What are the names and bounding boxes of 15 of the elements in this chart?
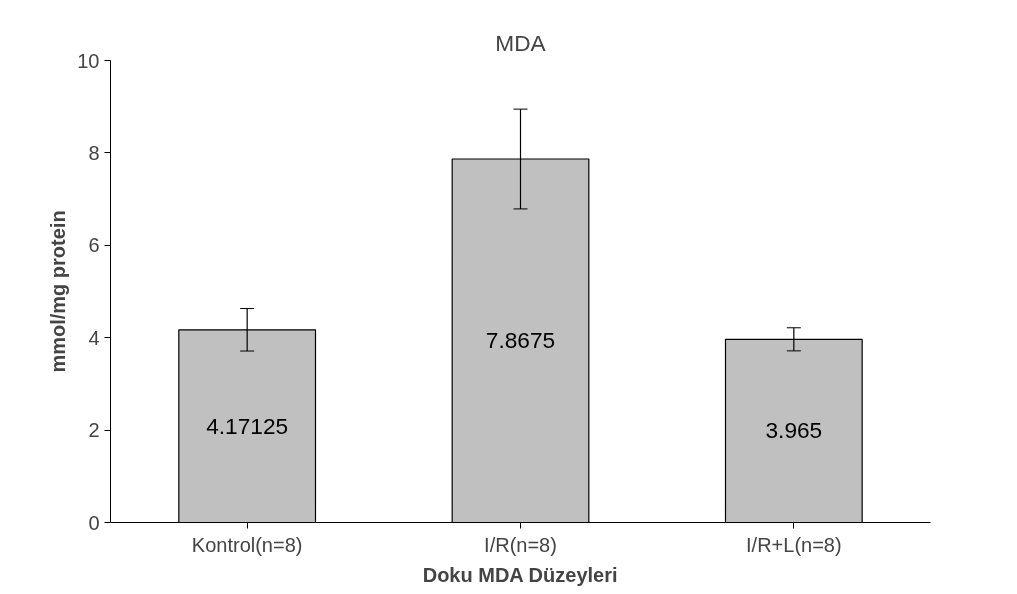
chart-title: MDA [495,29,547,56]
y-tick-label: 8 [88,141,100,164]
x-tick-label: I/R(n=8) [484,533,557,556]
y-tick-label: 6 [88,234,100,257]
y-tick-label: 2 [88,419,100,442]
x-tick-label: I/R+L(n=8) [746,533,842,556]
data-label: 4.17125 [206,412,289,439]
x-axis-title: Doku MDA Düzeyleri [422,563,618,586]
y-tick-label: 10 [77,49,100,72]
data-label: 3.965 [765,417,823,444]
data-label: 7.8675 [485,327,556,354]
y-tick-label: 4 [88,326,100,349]
y-axis-title: mmol/mg protein [47,210,70,373]
y-tick-label: 0 [88,511,100,534]
x-tick-label: Kontrol(n=8) [191,533,303,556]
